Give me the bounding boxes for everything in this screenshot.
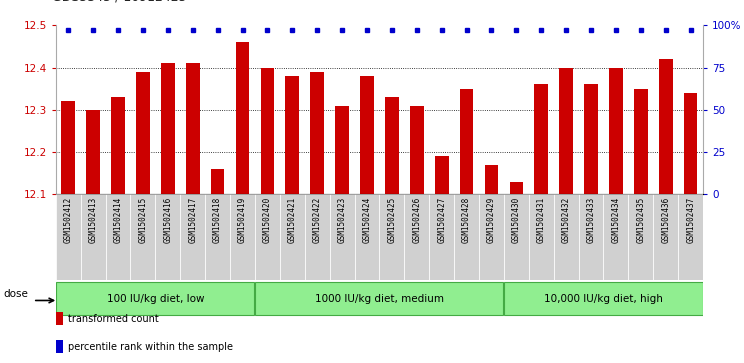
Bar — [584, 85, 598, 194]
Bar — [484, 165, 498, 194]
Text: GSM1502420: GSM1502420 — [263, 197, 272, 243]
Bar — [504, 194, 529, 280]
Bar — [454, 194, 479, 280]
Bar — [629, 194, 653, 280]
Bar — [280, 194, 305, 280]
Text: GSM1502426: GSM1502426 — [412, 197, 421, 243]
Bar — [161, 64, 175, 194]
Text: GSM1502415: GSM1502415 — [138, 197, 147, 243]
FancyBboxPatch shape — [504, 282, 702, 315]
Text: GSM1502427: GSM1502427 — [437, 197, 446, 243]
Bar — [534, 85, 548, 194]
Text: GSM1502433: GSM1502433 — [586, 197, 595, 243]
Text: percentile rank within the sample: percentile rank within the sample — [68, 342, 233, 352]
FancyBboxPatch shape — [57, 282, 254, 315]
Bar — [659, 59, 673, 194]
Bar — [609, 68, 623, 194]
Text: GSM1502425: GSM1502425 — [388, 197, 397, 243]
Bar — [56, 313, 62, 325]
Text: GSM1502417: GSM1502417 — [188, 197, 197, 243]
Bar — [310, 72, 324, 194]
Bar — [603, 194, 629, 280]
Bar — [205, 194, 230, 280]
Text: GSM1502435: GSM1502435 — [636, 197, 645, 243]
Bar — [653, 194, 679, 280]
Text: GSM1502437: GSM1502437 — [686, 197, 695, 243]
Bar — [111, 97, 125, 194]
Text: GSM1502436: GSM1502436 — [661, 197, 670, 243]
Bar — [130, 194, 155, 280]
Text: GDS5345 / 10912425: GDS5345 / 10912425 — [52, 0, 187, 4]
Bar — [80, 194, 106, 280]
Bar — [56, 340, 62, 353]
Bar — [355, 194, 379, 280]
Bar — [410, 106, 423, 194]
Text: GSM1502418: GSM1502418 — [213, 197, 222, 243]
Bar — [305, 194, 330, 280]
Bar — [286, 76, 299, 194]
Text: GSM1502434: GSM1502434 — [612, 197, 620, 243]
Text: GSM1502412: GSM1502412 — [64, 197, 73, 243]
Bar — [180, 194, 205, 280]
Text: GSM1502423: GSM1502423 — [338, 197, 347, 243]
Text: transformed count: transformed count — [68, 314, 159, 325]
Bar — [554, 194, 579, 280]
Bar — [385, 97, 399, 194]
Bar — [56, 194, 80, 280]
Bar — [330, 194, 355, 280]
Bar — [86, 110, 100, 194]
Bar — [679, 194, 703, 280]
Bar — [155, 194, 180, 280]
Text: GSM1502431: GSM1502431 — [536, 197, 546, 243]
Text: GSM1502422: GSM1502422 — [312, 197, 321, 243]
Text: GSM1502424: GSM1502424 — [362, 197, 371, 243]
Text: GSM1502429: GSM1502429 — [487, 197, 496, 243]
Bar — [634, 89, 648, 194]
Bar — [479, 194, 504, 280]
Bar — [62, 101, 75, 194]
Text: dose: dose — [3, 289, 28, 299]
Bar — [136, 72, 150, 194]
Bar — [379, 194, 404, 280]
Bar — [404, 194, 429, 280]
FancyBboxPatch shape — [255, 282, 504, 315]
Bar — [260, 68, 275, 194]
Bar — [255, 194, 280, 280]
Text: GSM1502416: GSM1502416 — [164, 197, 173, 243]
Text: GSM1502413: GSM1502413 — [89, 197, 97, 243]
Bar — [429, 194, 454, 280]
Text: 10,000 IU/kg diet, high: 10,000 IU/kg diet, high — [544, 294, 663, 303]
Bar — [336, 106, 349, 194]
Bar — [510, 182, 523, 194]
Text: GSM1502419: GSM1502419 — [238, 197, 247, 243]
Bar — [186, 64, 199, 194]
Text: GSM1502432: GSM1502432 — [562, 197, 571, 243]
Bar — [684, 93, 697, 194]
Text: GSM1502428: GSM1502428 — [462, 197, 471, 243]
Text: 1000 IU/kg diet, medium: 1000 IU/kg diet, medium — [315, 294, 444, 303]
Bar — [460, 89, 473, 194]
Bar — [559, 68, 573, 194]
Bar — [236, 42, 249, 194]
Text: GSM1502421: GSM1502421 — [288, 197, 297, 243]
Text: GSM1502414: GSM1502414 — [114, 197, 123, 243]
Text: 100 IU/kg diet, low: 100 IU/kg diet, low — [106, 294, 204, 303]
Bar — [211, 169, 225, 194]
Bar — [230, 194, 255, 280]
Bar — [106, 194, 130, 280]
Bar — [579, 194, 603, 280]
Bar — [360, 76, 373, 194]
Bar — [529, 194, 554, 280]
Bar — [434, 156, 449, 194]
Text: GSM1502430: GSM1502430 — [512, 197, 521, 243]
